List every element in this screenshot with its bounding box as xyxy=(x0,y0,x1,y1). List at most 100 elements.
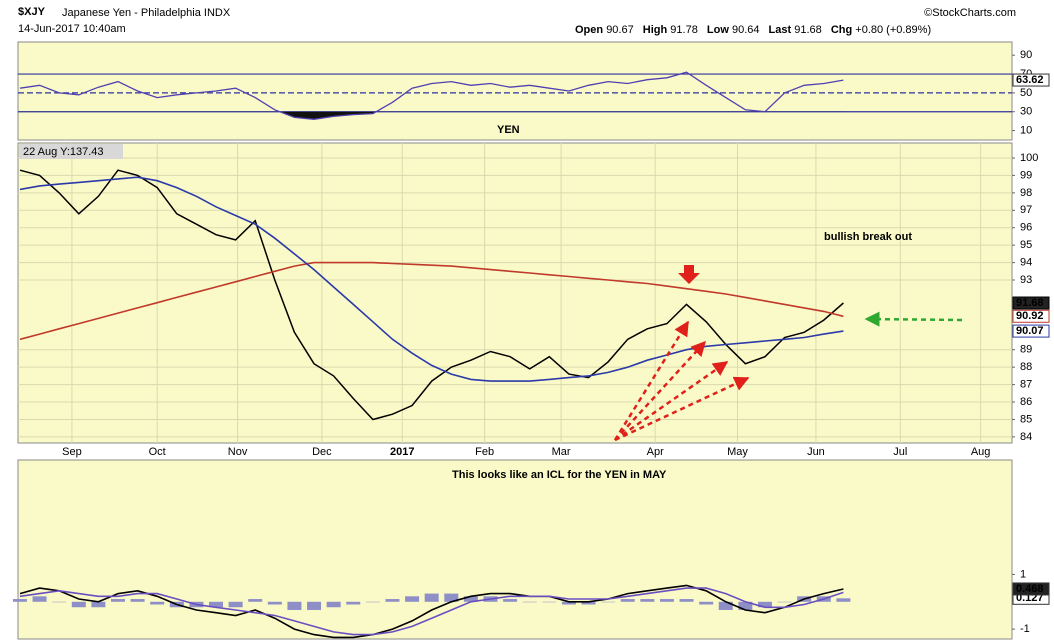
histogram-bar xyxy=(346,601,361,605)
y-tick-label: 96 xyxy=(1020,222,1032,234)
x-tick-label: Dec xyxy=(312,446,332,458)
histogram-bar xyxy=(503,599,518,602)
x-tick-label: Oct xyxy=(149,446,166,458)
x-tick-label: Apr xyxy=(647,446,664,458)
histogram-bar xyxy=(267,601,282,605)
x-tick-label: Feb xyxy=(475,446,494,458)
symbol: $XJY xyxy=(18,6,46,18)
x-tick-label: Mar xyxy=(552,446,571,458)
quote-label: Last xyxy=(769,24,792,36)
y-tick-label: 10 xyxy=(1020,124,1032,136)
histogram-bar xyxy=(659,599,674,602)
y-tick-label: 95 xyxy=(1020,239,1032,251)
y-tick-label: 30 xyxy=(1020,106,1032,118)
green-arrow xyxy=(864,311,963,327)
price-panel xyxy=(17,142,1013,444)
quote-label: High xyxy=(643,24,668,36)
histogram-bar xyxy=(522,601,537,603)
histogram-bar xyxy=(405,596,420,602)
x-tick-label: Jul xyxy=(893,446,907,458)
series-line xyxy=(19,587,844,636)
x-tick-label: Aug xyxy=(971,446,991,458)
annotation: bullish break out xyxy=(824,231,912,243)
value-label: 63.62 xyxy=(1016,74,1044,86)
quote-value: 91.68 xyxy=(794,24,822,36)
histogram-bar xyxy=(444,593,459,602)
plot-layer: 103050709063.628485868788899394959697989… xyxy=(12,49,1050,639)
source: ©StockCharts.com xyxy=(924,7,1016,19)
subtitle: Japanese Yen - Philadelphia INDX xyxy=(62,7,231,19)
histogram-bar xyxy=(71,601,86,608)
y-tick-label: 94 xyxy=(1020,256,1032,268)
value-label: 0.468 xyxy=(1016,583,1044,595)
macd-panel xyxy=(17,459,1013,640)
histogram-bar xyxy=(757,601,772,608)
y-tick-label: 97 xyxy=(1020,204,1032,216)
y-tick-label: 88 xyxy=(1020,361,1032,373)
histogram-bar xyxy=(32,596,47,602)
histogram-bar xyxy=(640,599,655,602)
y-tick-label: 89 xyxy=(1020,344,1032,356)
date: 14-Jun-2017 10:40am xyxy=(18,23,126,35)
histogram-bar xyxy=(542,601,557,603)
quote-label: Chg xyxy=(831,24,852,36)
histogram-bar xyxy=(130,599,145,602)
quote-value: 90.64 xyxy=(732,24,760,36)
histogram-bar xyxy=(228,601,243,608)
histogram-bar xyxy=(248,599,263,602)
histogram-bar xyxy=(738,601,753,610)
histogram-bar xyxy=(307,601,322,610)
y-tick-label: 98 xyxy=(1020,187,1032,199)
red-arrow xyxy=(678,265,700,284)
y-tick-label: 50 xyxy=(1020,87,1032,99)
quote-value: 90.67 xyxy=(606,24,634,36)
y-tick-label: 84 xyxy=(1020,431,1032,443)
histogram-bar xyxy=(836,598,851,602)
histogram-bar xyxy=(561,601,576,605)
histogram-bar xyxy=(424,593,439,602)
histogram-bar xyxy=(209,601,224,608)
y-tick-label: 99 xyxy=(1020,169,1032,181)
y-tick-label: 86 xyxy=(1020,396,1032,408)
y-tick-label: 100 xyxy=(1020,152,1038,164)
value-label: 91.68 xyxy=(1016,297,1044,309)
y-tick-label: -1 xyxy=(1020,623,1030,635)
quote-value: +0.80 (+0.89%) xyxy=(855,24,931,36)
rsi-panel xyxy=(17,41,1013,141)
value-label-box xyxy=(1012,324,1050,338)
icl-arrows xyxy=(613,320,750,442)
value-label: 90.92 xyxy=(1016,310,1044,322)
histogram-bar xyxy=(601,601,616,603)
quote-label: Open xyxy=(575,24,603,36)
x-tick-label: 2017 xyxy=(390,446,414,458)
rsi-line xyxy=(19,71,844,120)
x-tick-label: Nov xyxy=(228,446,248,458)
histogram-bar xyxy=(385,599,400,602)
histogram-bar xyxy=(620,599,635,602)
x-tick-label: May xyxy=(727,446,748,458)
value-label: 90.07 xyxy=(1016,325,1044,337)
series-line xyxy=(19,176,844,382)
y-tick-label: 85 xyxy=(1020,413,1032,425)
series-line xyxy=(19,169,844,421)
value-label-box xyxy=(1012,309,1050,323)
y-tick-label: 87 xyxy=(1020,379,1032,391)
histogram-bar xyxy=(52,601,67,603)
histogram-bar xyxy=(699,601,714,605)
histogram-bar xyxy=(326,601,341,608)
histogram-bar xyxy=(110,599,125,602)
histogram-bar xyxy=(287,601,302,610)
value-label-box xyxy=(1012,73,1050,87)
histogram-bar xyxy=(365,601,380,603)
quote-value: 91.78 xyxy=(670,24,698,36)
quote: Open 90.67 High 91.78 Low 90.64 Last 91.… xyxy=(575,24,931,36)
cursor-label: 22 Aug Y:137.43 xyxy=(23,146,104,158)
quote-label: Low xyxy=(707,24,729,36)
histogram-bar xyxy=(91,601,106,608)
annotation: This looks like an ICL for the YEN in MA… xyxy=(452,469,667,481)
histogram-bar xyxy=(581,601,596,605)
x-tick-label: Sep xyxy=(62,446,82,458)
histogram-bar xyxy=(12,599,27,602)
value-label-box xyxy=(1012,582,1050,596)
